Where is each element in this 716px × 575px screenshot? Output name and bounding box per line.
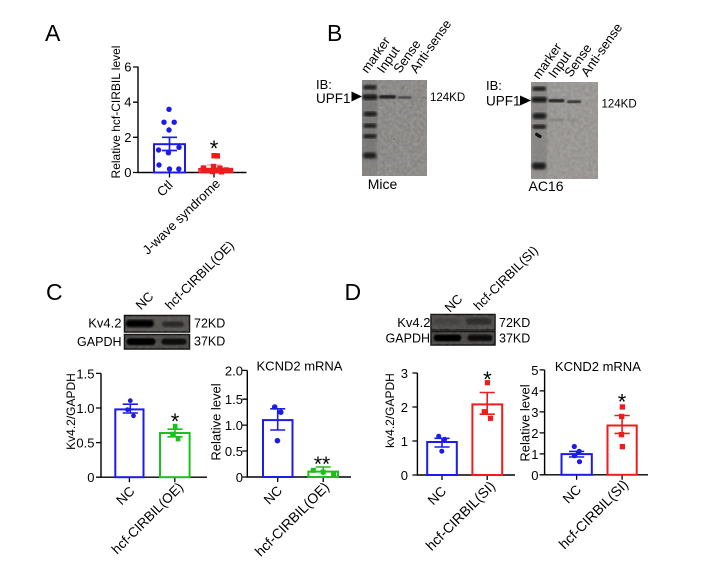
svg-text:72KD: 72KD — [194, 317, 225, 331]
svg-text:**: ** — [314, 453, 330, 476]
svg-text:Kv4.2: Kv4.2 — [397, 315, 430, 330]
svg-text:2: 2 — [401, 400, 408, 415]
svg-text:Kv4.2/GAPDH: Kv4.2/GAPDH — [64, 373, 78, 450]
svg-text:J-wave syndrome: J-wave syndrome — [139, 176, 223, 258]
svg-text:2: 2 — [124, 130, 131, 145]
svg-text:0: 0 — [124, 165, 131, 180]
svg-text:124KD: 124KD — [602, 99, 637, 111]
svg-text:NC: NC — [261, 483, 286, 508]
svg-text:1.5: 1.5 — [76, 366, 94, 381]
svg-text:hcf-CIRBIL(SI): hcf-CIRBIL(SI) — [471, 243, 541, 313]
svg-text:Kv4.2: Kv4.2 — [88, 316, 121, 331]
svg-text:124KD: 124KD — [430, 92, 465, 104]
svg-text:3: 3 — [531, 405, 538, 420]
svg-text:NC: NC — [442, 291, 466, 315]
svg-text:4: 4 — [124, 95, 131, 110]
svg-text:KCND2 mRNA: KCND2 mRNA — [555, 359, 641, 374]
svg-text:2.0: 2.0 — [225, 363, 243, 378]
svg-text:0: 0 — [531, 468, 538, 483]
svg-text:1.0: 1.0 — [225, 418, 243, 433]
svg-text:6: 6 — [124, 60, 131, 75]
svg-text:1.5: 1.5 — [225, 392, 243, 407]
svg-text:0: 0 — [236, 470, 243, 485]
svg-text:37KD: 37KD — [499, 332, 530, 346]
svg-text:2: 2 — [531, 426, 538, 441]
svg-text:AC16: AC16 — [528, 178, 563, 194]
svg-text:A: A — [45, 20, 61, 46]
svg-text:Relative level: Relative level — [209, 383, 224, 460]
svg-text:1.0: 1.0 — [76, 401, 94, 416]
svg-text:5: 5 — [531, 363, 538, 378]
svg-text:0: 0 — [401, 468, 408, 483]
svg-text:UPF1: UPF1 — [486, 94, 521, 109]
svg-text:D: D — [345, 279, 362, 305]
svg-text:37KD: 37KD — [194, 335, 225, 349]
svg-text:NC: NC — [133, 289, 157, 313]
svg-text:Ctl: Ctl — [154, 177, 176, 199]
svg-text:*: * — [618, 390, 627, 415]
svg-text:hcf-CIRBIL(OE): hcf-CIRBIL(OE) — [162, 238, 237, 313]
svg-text:IB:: IB: — [316, 77, 332, 92]
svg-text:NC: NC — [113, 483, 138, 508]
svg-text:C: C — [46, 279, 63, 305]
svg-text:GAPDH: GAPDH — [77, 335, 121, 349]
svg-text:*: * — [483, 367, 492, 392]
svg-text:B: B — [327, 20, 342, 46]
svg-text:IB:: IB: — [486, 78, 502, 93]
svg-text:*: * — [210, 136, 219, 161]
svg-text:4: 4 — [531, 384, 538, 399]
svg-text:NC: NC — [425, 483, 450, 508]
svg-text:0.5: 0.5 — [225, 444, 243, 459]
svg-text:GAPDH: GAPDH — [386, 332, 430, 346]
svg-text:NC: NC — [560, 482, 585, 507]
svg-text:UPF1: UPF1 — [316, 91, 351, 106]
svg-text:0.5: 0.5 — [76, 436, 94, 451]
svg-text:hcf-CIRBIL(OE): hcf-CIRBIL(OE) — [252, 479, 333, 560]
svg-text:1: 1 — [531, 447, 538, 462]
svg-text:kv4.2/GAPDH: kv4.2/GAPDH — [383, 373, 397, 448]
svg-text:Relative hcf-CIRBIL level: Relative hcf-CIRBIL level — [109, 46, 123, 179]
svg-text:0: 0 — [87, 470, 94, 485]
svg-text:Mice: Mice — [368, 176, 398, 192]
svg-text:Relative level: Relative level — [518, 384, 533, 461]
svg-text:KCND2 mRNA: KCND2 mRNA — [257, 359, 343, 374]
svg-text:72KD: 72KD — [499, 316, 530, 330]
svg-text:3: 3 — [401, 366, 408, 381]
svg-text:*: * — [171, 409, 180, 434]
svg-text:1: 1 — [401, 434, 408, 449]
